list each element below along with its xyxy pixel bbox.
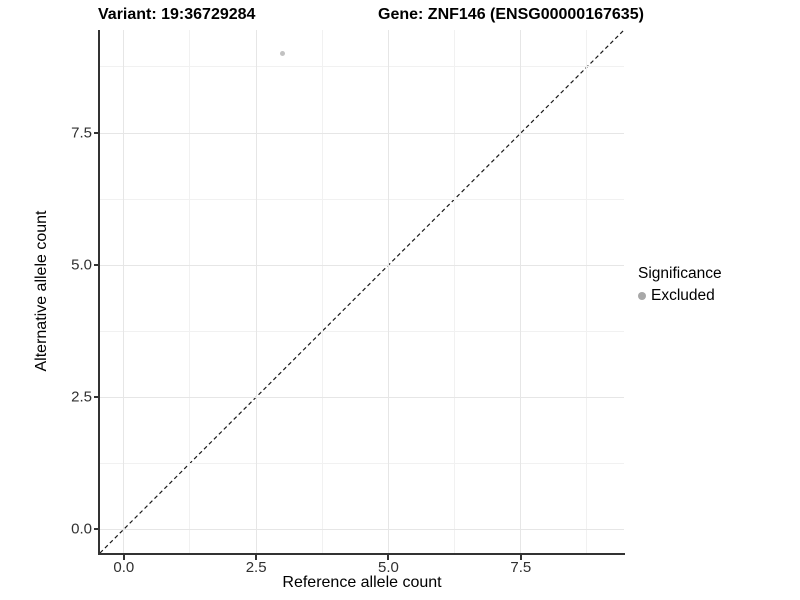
x-tick-mark — [387, 555, 390, 560]
legend-item: Excluded — [638, 287, 722, 305]
plot-panel — [99, 29, 625, 554]
x-tick-mark — [122, 555, 125, 560]
x-tick-label: 7.5 — [510, 559, 532, 576]
x-tick-label: 2.5 — [245, 559, 267, 576]
y-tick-mark — [94, 264, 99, 267]
x-tick-label: 0.0 — [113, 559, 135, 576]
legend-title: Significance — [638, 265, 722, 282]
y-tick-mark — [94, 528, 99, 531]
y-tick-label: 7.5 — [71, 124, 92, 142]
y-tick-label: 2.5 — [71, 388, 92, 406]
data-point — [280, 51, 286, 57]
y-axis-title: Alternative allele count — [33, 210, 50, 372]
y-tick-mark — [94, 396, 99, 399]
identity-line-svg — [99, 29, 625, 554]
identity-dashed-line — [99, 29, 625, 554]
y-tick-label: 5.0 — [71, 256, 92, 274]
y-tick-mark — [94, 132, 99, 134]
x-axis-line — [98, 553, 625, 555]
x-tick-mark — [519, 555, 522, 560]
x-tick-mark — [255, 555, 258, 560]
x-axis-title: Reference allele count — [282, 574, 442, 591]
plot-title-gene: Gene: ZNF146 (ENSG00000167635) — [378, 6, 644, 23]
legend: Significance Excluded — [638, 265, 722, 305]
legend-item-label: Excluded — [651, 287, 715, 304]
y-tick-label: 0.0 — [71, 520, 92, 538]
plot-title-variant: Variant: 19:36729284 — [98, 6, 256, 23]
y-axis-line — [98, 30, 100, 555]
x-tick-label: 5.0 — [378, 559, 399, 576]
legend-key-dot — [638, 292, 646, 300]
